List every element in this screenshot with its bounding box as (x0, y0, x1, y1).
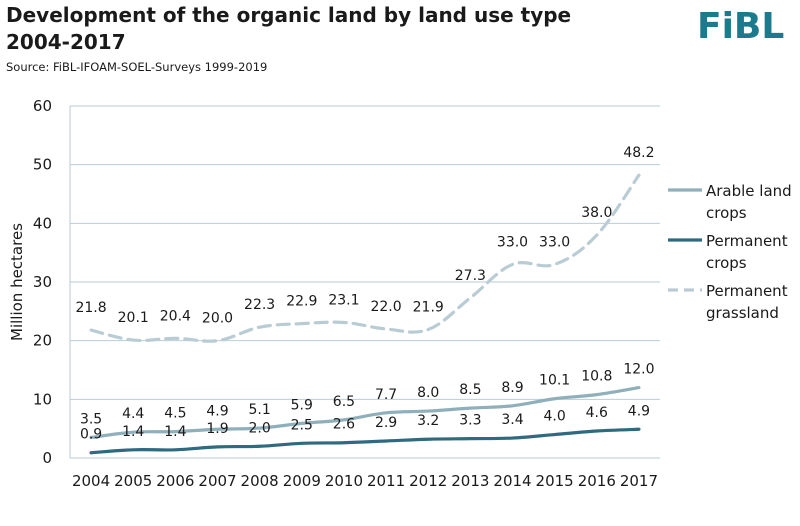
y-tick-label: 30 (33, 273, 52, 291)
data-label-arable: 10.8 (581, 369, 612, 385)
y-tick-label: 40 (33, 214, 52, 232)
data-label-arable: 8.0 (417, 385, 439, 401)
x-tick-label: 2010 (325, 472, 363, 490)
x-tick-label: 2015 (536, 472, 574, 490)
x-tick-label: 2017 (620, 472, 658, 490)
data-label-arable: 4.9 (206, 403, 228, 419)
data-label-grassland: 38.0 (581, 205, 612, 221)
y-tick-label: 60 (33, 97, 52, 115)
data-label-arable: 6.5 (333, 394, 355, 410)
x-tick-label: 2013 (451, 472, 489, 490)
x-tick-label: 2008 (241, 472, 279, 490)
x-tick-label: 2007 (198, 472, 236, 490)
data-label-arable: 5.9 (291, 397, 313, 413)
legend-label-grassland: grassland (706, 304, 779, 322)
legend-label-permanent-crops: crops (706, 254, 747, 272)
x-tick-label: 2009 (283, 472, 321, 490)
data-label-grassland: 20.4 (160, 308, 191, 324)
data-label-permanent-crops: 0.9 (80, 427, 102, 443)
data-label-grassland: 22.3 (244, 297, 275, 313)
data-label-arable: 7.7 (375, 387, 397, 403)
data-label-arable: 8.9 (501, 380, 523, 396)
series-line-arable (89, 386, 641, 440)
data-label-grassland: 21.9 (413, 300, 444, 316)
data-label-arable: 4.5 (164, 406, 186, 422)
data-label-arable: 4.4 (122, 406, 144, 422)
source-note: Source: FiBL-IFOAM-SOEL-Surveys 1999-201… (6, 60, 268, 74)
legend-label-arable: Arable land (706, 182, 792, 200)
data-label-grassland: 48.2 (623, 145, 654, 161)
data-label-permanent-crops: 2.0 (249, 420, 271, 436)
data-label-permanent-crops: 1.4 (164, 424, 186, 440)
legend-label-grassland: Permanent (706, 282, 788, 300)
data-label-grassland: 23.1 (328, 292, 359, 308)
data-label-grassland: 21.8 (75, 300, 106, 316)
data-label-permanent-crops: 2.9 (375, 415, 397, 431)
chart-title: Development of the organic land by land … (6, 3, 572, 54)
x-tick-label: 2011 (367, 472, 405, 490)
fibl-logo: FiBL (697, 6, 785, 47)
data-label-grassland: 33.0 (539, 234, 570, 250)
data-label-grassland: 20.1 (118, 310, 149, 326)
data-label-permanent-crops: 3.4 (501, 412, 523, 428)
x-tick-label: 2006 (156, 472, 194, 490)
x-tick-label: 2012 (409, 472, 447, 490)
data-label-arable: 5.1 (249, 402, 271, 418)
data-label-permanent-crops: 4.0 (544, 409, 566, 425)
data-label-grassland: 20.0 (202, 311, 233, 327)
data-label-arable: 12.0 (623, 362, 654, 378)
y-tick-label: 10 (33, 390, 52, 408)
y-tick-label: 0 (42, 449, 52, 467)
x-tick-label: 2016 (578, 472, 616, 490)
data-label-grassland: 27.3 (455, 268, 486, 284)
data-label-arable: 3.5 (80, 411, 102, 427)
data-label-permanent-crops: 2.5 (291, 417, 313, 433)
x-tick-label: 2005 (114, 472, 152, 490)
x-tick-label: 2014 (493, 472, 531, 490)
data-label-permanent-crops: 3.3 (459, 413, 481, 429)
data-label-permanent-crops: 3.2 (417, 413, 439, 429)
data-label-permanent-crops: 1.4 (122, 424, 144, 440)
data-label-permanent-crops: 1.9 (206, 421, 228, 437)
y-tick-label: 20 (33, 332, 52, 350)
series-line-permanent-crops (89, 427, 641, 455)
data-label-grassland: 22.0 (370, 299, 401, 315)
data-label-arable: 8.5 (459, 382, 481, 398)
data-label-permanent-crops: 2.6 (333, 417, 355, 433)
x-tick-label: 2004 (72, 472, 110, 490)
y-axis-title: Million hectares (8, 223, 26, 341)
legend-label-permanent-crops: Permanent (706, 232, 788, 250)
data-label-grassland: 33.0 (497, 234, 528, 250)
data-label-grassland: 22.9 (286, 294, 317, 310)
y-tick-label: 50 (33, 156, 52, 174)
data-label-permanent-crops: 4.9 (628, 403, 650, 419)
data-label-permanent-crops: 4.6 (586, 405, 608, 421)
data-label-arable: 10.1 (539, 373, 570, 389)
legend-label-arable: crops (706, 204, 747, 222)
